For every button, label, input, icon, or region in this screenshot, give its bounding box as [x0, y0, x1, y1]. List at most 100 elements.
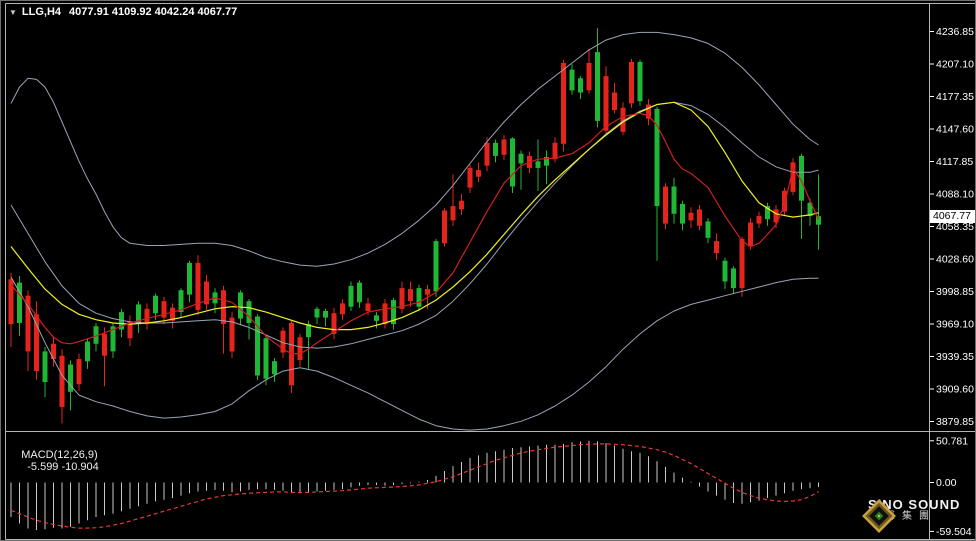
candle-body — [416, 288, 422, 307]
candle-body — [739, 238, 745, 289]
candle-body — [136, 304, 141, 325]
price-axis-label: 4028.60 — [936, 254, 974, 266]
price-axis-label: 3879.85 — [936, 416, 974, 428]
macd-indicator-label: MACD(12,26,9) -5.599 -10.904 — [9, 437, 99, 485]
price-axis[interactable]: 4236.85 4207.10 4177.35 4147.60 4117.85 4088.… — [929, 26, 974, 538]
candle-body — [671, 186, 677, 214]
price-axis-label: 4058.35 — [936, 221, 974, 233]
sino-sound-logo-icon — [862, 499, 896, 533]
candle-body — [612, 92, 617, 110]
candle-body — [408, 289, 413, 302]
macd-values-label: -5.599 -10.904 — [27, 461, 99, 473]
brand-name-chinese: 漢聲集團 — [868, 510, 936, 522]
candle-body — [110, 326, 116, 352]
candle-body — [756, 216, 762, 224]
macd-pane[interactable] — [10, 440, 819, 531]
price-axis-label: 3998.85 — [936, 286, 974, 298]
price-axis-label: 4177.35 — [936, 91, 974, 103]
candle-body — [144, 308, 150, 325]
chart-frame — [5, 3, 975, 540]
candle-body — [493, 142, 498, 156]
candle-body — [697, 209, 702, 226]
candle-body — [705, 221, 711, 238]
bollinger-upper-line — [10, 31, 819, 267]
candle-body — [85, 341, 90, 362]
ma-red-line — [10, 112, 820, 355]
candle-body — [280, 330, 286, 353]
candle-body — [459, 200, 464, 210]
candle-body — [331, 313, 337, 334]
candle-body — [76, 359, 82, 385]
brand-text-block: SiNO SOUND 漢聲集團 — [868, 498, 960, 522]
candle-body — [51, 343, 56, 360]
macd-axis-label: -59.504 — [936, 526, 972, 538]
candle-body — [646, 104, 651, 119]
candle-body — [170, 307, 175, 321]
price-axis-label: 4236.85 — [936, 26, 974, 38]
candle-body — [306, 324, 311, 338]
price-axis-label: 4207.10 — [936, 59, 974, 71]
brand-name: SiNO SOUND — [868, 497, 961, 512]
candle-body — [374, 315, 379, 321]
candle-body — [68, 364, 73, 392]
candle-body — [59, 355, 65, 408]
symbol-info-bar: ▼ LLG,H4 4077.91 4109.92 4042.24 4067.77 — [9, 6, 237, 18]
candle-body — [238, 292, 243, 319]
candle-body — [323, 311, 328, 318]
candle-body — [314, 308, 320, 318]
candle-body — [425, 289, 430, 295]
candle-body — [731, 268, 736, 289]
candle-body — [518, 153, 524, 164]
candle-body — [773, 209, 779, 223]
candle-body — [782, 190, 787, 212]
candle-body — [510, 138, 515, 187]
candle-body — [816, 216, 821, 225]
candle-body — [34, 314, 39, 372]
current-price-badge: 4067.77 — [930, 210, 975, 223]
candle-body — [161, 301, 167, 318]
price-axis-label: 3969.10 — [936, 319, 974, 331]
candle-body — [484, 142, 490, 166]
candle-body — [654, 108, 660, 207]
candle-body — [17, 282, 22, 323]
price-axis-label: 4088.10 — [936, 189, 974, 201]
brand-logo: SiNO SOUND 漢聲集團 — [861, 498, 960, 533]
candle-body — [629, 61, 634, 104]
candle-body — [637, 61, 643, 102]
candle-body — [714, 241, 719, 254]
candle-body — [595, 52, 600, 121]
candle-body — [433, 241, 439, 292]
candle-body — [586, 63, 592, 91]
candle-body — [178, 290, 184, 312]
candle-body — [790, 162, 796, 192]
candle-body — [8, 279, 14, 325]
candle-body — [748, 222, 753, 247]
bollinger-lower-line — [10, 276, 819, 431]
symbol-timeframe-label: LLG,H4 — [21, 6, 62, 18]
candle-body — [399, 288, 405, 309]
candle-body — [569, 69, 575, 91]
candle-body — [229, 317, 235, 352]
candle-body — [255, 316, 260, 376]
candle-body — [688, 212, 694, 221]
candle-body — [561, 63, 566, 144]
candle-body — [357, 282, 362, 303]
candle-body — [680, 203, 685, 224]
candle-body — [544, 157, 549, 166]
candles-layer[interactable] — [8, 28, 822, 424]
candle-body — [340, 303, 345, 315]
candle-body — [450, 206, 456, 221]
chevron-down-icon[interactable]: ▼ — [9, 7, 17, 17]
candle-body — [663, 186, 668, 224]
candle-body — [272, 361, 277, 375]
price-axis-label: 4147.60 — [936, 124, 974, 136]
candle-body — [603, 76, 609, 131]
candle-body — [391, 300, 396, 325]
candle-body — [195, 262, 201, 310]
candle-body — [127, 321, 133, 339]
candle-body — [365, 303, 371, 311]
candle-body — [25, 295, 31, 352]
candle-body — [722, 260, 728, 282]
